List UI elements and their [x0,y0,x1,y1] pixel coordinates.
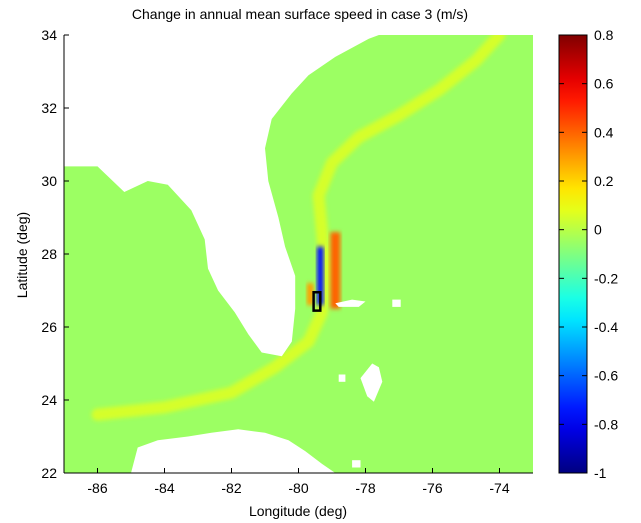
heatmap-cells [64,35,533,473]
chart-title: Change in annual mean surface speed in c… [132,6,468,22]
colorbar-tick-label: -0.6 [594,368,618,384]
colorbar: 0.8 0.6 0.4 0.2 0 -0.2 -0.4 -0.6 -0.8 -1 [558,27,618,481]
y-axis: 22 24 26 28 30 32 34 [41,27,69,481]
land-bahamas-small-island [338,374,346,382]
colorbar-tick-label: 0.6 [594,76,614,92]
x-tick-label: -74 [489,480,509,496]
increased-speed-west-flank [306,283,314,306]
x-tick-label: -80 [288,480,308,496]
y-tick-label: 34 [41,27,57,43]
x-tick-label: -76 [422,480,442,496]
x-tick-label: -86 [87,480,107,496]
colorbar-tick-label: 0 [594,222,602,238]
land-bahamas-abaco [392,299,401,307]
land-florida-peninsula-and-southeast-us [64,35,379,357]
turbine-array [312,291,322,312]
x-tick-label: -82 [221,480,241,496]
x-axis: -86 -84 -82 -80 -78 -76 -74 [87,468,510,496]
colorbar-tick-label: 0.8 [594,27,614,43]
x-axis-label: Longitude (deg) [249,503,347,519]
increased-speed-east-flank [330,232,341,309]
y-tick-label: 26 [41,319,57,335]
colorbar-tick-label: -0.2 [594,270,618,286]
colorbar-tick-label: -0.4 [594,319,618,335]
gulf-stream-path [91,35,506,421]
land-bahamas-andros-nassau [360,363,383,402]
y-tick-label: 32 [41,100,57,116]
reduced-speed-core [316,246,324,306]
colorbar-tick-label: 0.4 [594,124,614,140]
x-tick-label: -84 [154,480,174,496]
x-tick-label: -78 [355,480,375,496]
colorbar-tick-label: -0.8 [594,416,618,432]
y-tick-label: 30 [41,173,57,189]
colorbar-tick-label: -1 [594,465,607,481]
y-tick-label: 28 [41,246,57,262]
y-tick-label: 22 [41,465,57,481]
land-bahamas-grand-bahama [335,299,366,307]
colorbar-gradient [558,34,588,474]
y-axis-label: Latitude (deg) [14,212,30,298]
land-key-near-cuba [352,460,361,468]
heatmap-plot-area [63,35,533,474]
colorbar-tick-label: 0.2 [594,173,614,189]
land-cuba [131,429,336,473]
y-tick-label: 24 [41,392,57,408]
